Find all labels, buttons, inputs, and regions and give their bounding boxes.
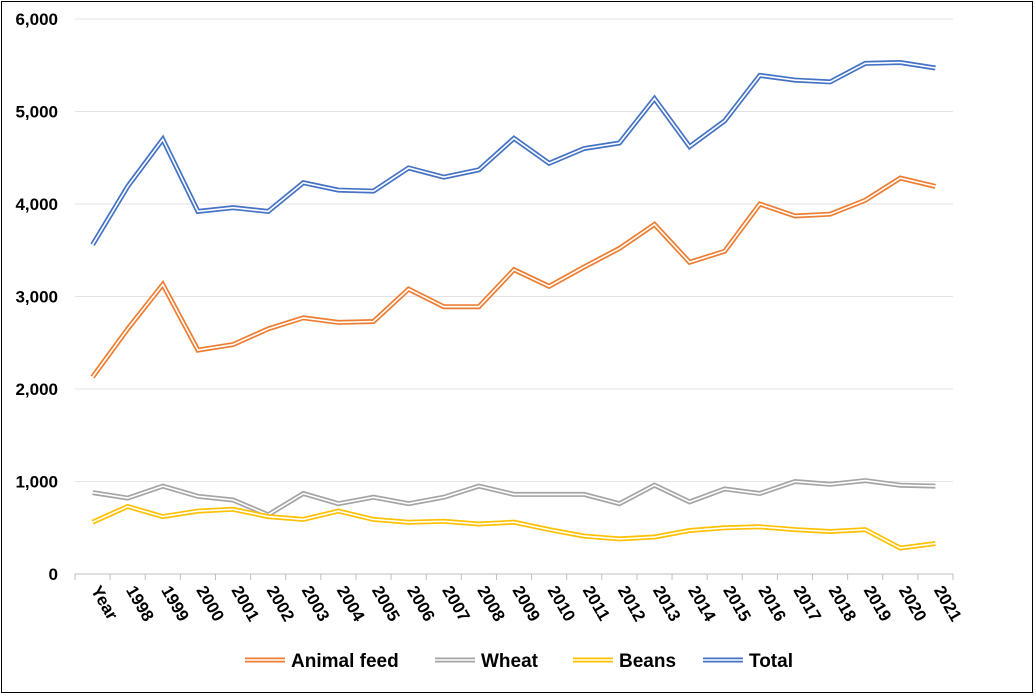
legend-label: Wheat	[481, 651, 539, 672]
legend-item-animal-feed: Animal feed	[245, 651, 399, 672]
y-tick-label: 4,000	[15, 195, 58, 214]
series-line-inner	[91, 61, 936, 246]
x-tick-label: 2010	[544, 583, 579, 625]
y-tick-label: 2,000	[15, 380, 58, 399]
series-line-inner	[92, 505, 936, 549]
x-tick-label: 2005	[368, 583, 403, 625]
x-tick-label: 2002	[263, 583, 298, 625]
x-tick-label: 2009	[509, 583, 544, 625]
y-tick-label: 6,000	[15, 10, 58, 29]
x-tick-label: 2001	[228, 583, 263, 625]
x-tick-label: 2003	[298, 583, 333, 625]
series-animal-feed	[90, 175, 936, 379]
series-total	[90, 59, 936, 246]
x-tick-label: 2007	[438, 583, 473, 625]
x-tick-label: 1998	[122, 583, 157, 625]
legend-label: Total	[749, 651, 793, 672]
series-wheat	[92, 478, 936, 518]
series-lines	[90, 59, 936, 551]
series-line-inner	[92, 479, 936, 516]
legend-label: Animal feed	[291, 651, 399, 672]
legend: Animal feed Wheat Beans Total	[245, 651, 793, 672]
x-tick-label: 1999	[157, 583, 192, 625]
x-tick-label: Year	[87, 583, 122, 624]
x-tick-label: 2006	[403, 583, 438, 625]
series-beans	[91, 503, 936, 551]
legend-label: Beans	[619, 651, 676, 672]
series-line-outer	[91, 503, 936, 551]
x-tick-label: 2011	[579, 583, 614, 624]
y-tick-label: 3,000	[15, 288, 58, 307]
y-tick-label: 1,000	[15, 473, 58, 492]
legend-item-wheat: Wheat	[435, 651, 539, 672]
x-axis: Year 1998 1999 2000 2001 2002 2003 2004 2005 2006…	[74, 574, 965, 626]
x-tick-label: 2017	[789, 583, 824, 625]
x-tick-label: 2020	[895, 583, 930, 625]
y-tick-label: 5,000	[15, 103, 58, 122]
x-tick-label: 2004	[333, 583, 369, 626]
y-axis: 0 1,000 2,000 3,000 4,000 5,000 6,000	[15, 10, 58, 584]
x-tick-label: 2000	[192, 583, 227, 625]
y-tick-label: 0	[49, 565, 58, 584]
x-tick-label: 2014	[684, 583, 720, 626]
x-tick-label: 2008	[473, 583, 508, 625]
series-line-inner	[91, 177, 936, 378]
x-tick-label: 2021	[930, 583, 965, 625]
gridlines	[75, 18, 953, 575]
x-tick-label: 2016	[754, 583, 789, 625]
legend-item-total: Total	[703, 651, 793, 672]
x-tick-label: 2019	[860, 583, 895, 625]
x-tick-label: 2018	[825, 583, 860, 625]
legend-item-beans: Beans	[573, 651, 676, 672]
x-tick-label: 2015	[719, 583, 754, 625]
x-tick-label: 2012	[614, 583, 649, 625]
x-tick-label: 2013	[649, 583, 684, 625]
